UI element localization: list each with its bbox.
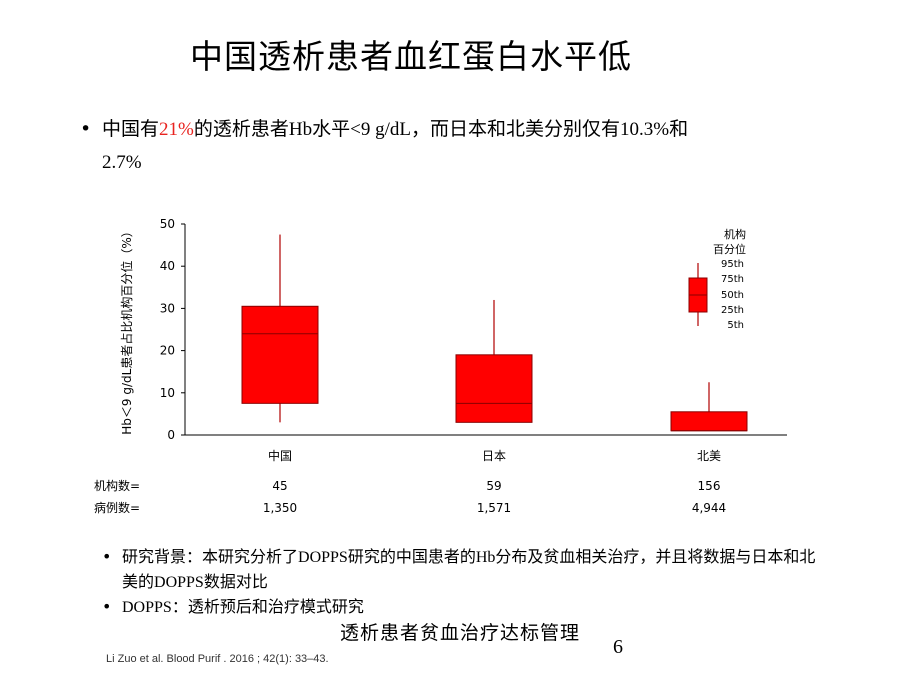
facilities-count: 59 <box>486 479 501 493</box>
x-category-label: 北美 <box>697 449 721 463</box>
patients-count: 4,944 <box>692 501 726 515</box>
chart-boxes <box>241 234 748 432</box>
chart-axes: 0 10 20 30 40 50 中国 日本 北美 <box>160 217 787 463</box>
sub-bullet-dopps: • DOPPS：透析预后和治疗模式研究 <box>100 595 820 620</box>
y-tick-label: 10 <box>160 386 175 400</box>
legend-percentile-label: 95th <box>721 259 744 270</box>
facilities-count: 156 <box>698 479 721 493</box>
main-bullet: • 中国有21%的透析患者Hb水平<9 g/dL，而日本和北美分别仅有10.3%… <box>80 113 820 179</box>
slide-title: 中国透析患者血红蛋白水平低 <box>190 37 632 76</box>
y-tick-label: 30 <box>160 301 175 315</box>
sample-size-rows: 机构数= 病例数= 45 59 156 1,350 1,571 4,944 <box>94 478 726 515</box>
page-number: 6 <box>613 636 623 658</box>
y-axis-label: Hb＜9 g/dL患者占比机构百分位（%） <box>119 225 134 434</box>
legend-percentile-label: 5th <box>727 320 744 331</box>
bullet-dot: • <box>80 118 92 140</box>
box <box>670 411 748 432</box>
citation: Li Zuo et al. Blood Purif . 2016 ; 42(1)… <box>106 653 329 665</box>
hb-boxplot-chart: 0 10 20 30 40 50 中国 日本 北美 机构 百分位 95th 75th 50th 25t… <box>94 217 787 515</box>
patients-label: 病例数= <box>94 500 140 515</box>
facilities-count: 45 <box>272 479 287 493</box>
x-category-label: 中国 <box>268 448 292 463</box>
box <box>455 354 533 423</box>
y-tick-label: 50 <box>160 217 175 231</box>
box <box>241 305 319 404</box>
legend-title-1: 机构 <box>724 227 746 241</box>
y-tick-label: 40 <box>160 259 175 273</box>
chart-legend: 机构 百分位 95th 75th 50th 25th 5th <box>688 227 746 331</box>
y-tick-label: 20 <box>160 344 175 358</box>
x-category-label: 日本 <box>482 449 506 463</box>
main-bullet-text: 中国有21%的透析患者Hb水平<9 g/dL，而日本和北美分别仅有10.3%和 2… <box>102 118 689 173</box>
legend-percentile-label: 75th <box>721 274 744 285</box>
bullet-dot: • <box>102 597 112 616</box>
legend-percentile-label: 25th <box>721 305 744 316</box>
sub-bullet-background: • 研究背景：本研究分析了DOPPS研究的中国患者的Hb分布及贫血相关治疗，并且… <box>102 547 816 591</box>
highlight-percent: 21% <box>159 119 194 140</box>
bullet-dot: • <box>102 547 112 566</box>
patients-count: 1,350 <box>263 501 297 515</box>
legend-percentile-label: 50th <box>721 290 744 301</box>
facilities-label: 机构数= <box>94 478 140 493</box>
legend-title-2: 百分位 <box>713 242 746 256</box>
footer-title: 透析患者贫血治疗达标管理 <box>339 622 580 644</box>
y-tick-label: 0 <box>167 428 175 442</box>
patients-count: 1,571 <box>477 501 511 515</box>
sub-bullets: • 研究背景：本研究分析了DOPPS研究的中国患者的Hb分布及贫血相关治疗，并且… <box>100 545 820 620</box>
